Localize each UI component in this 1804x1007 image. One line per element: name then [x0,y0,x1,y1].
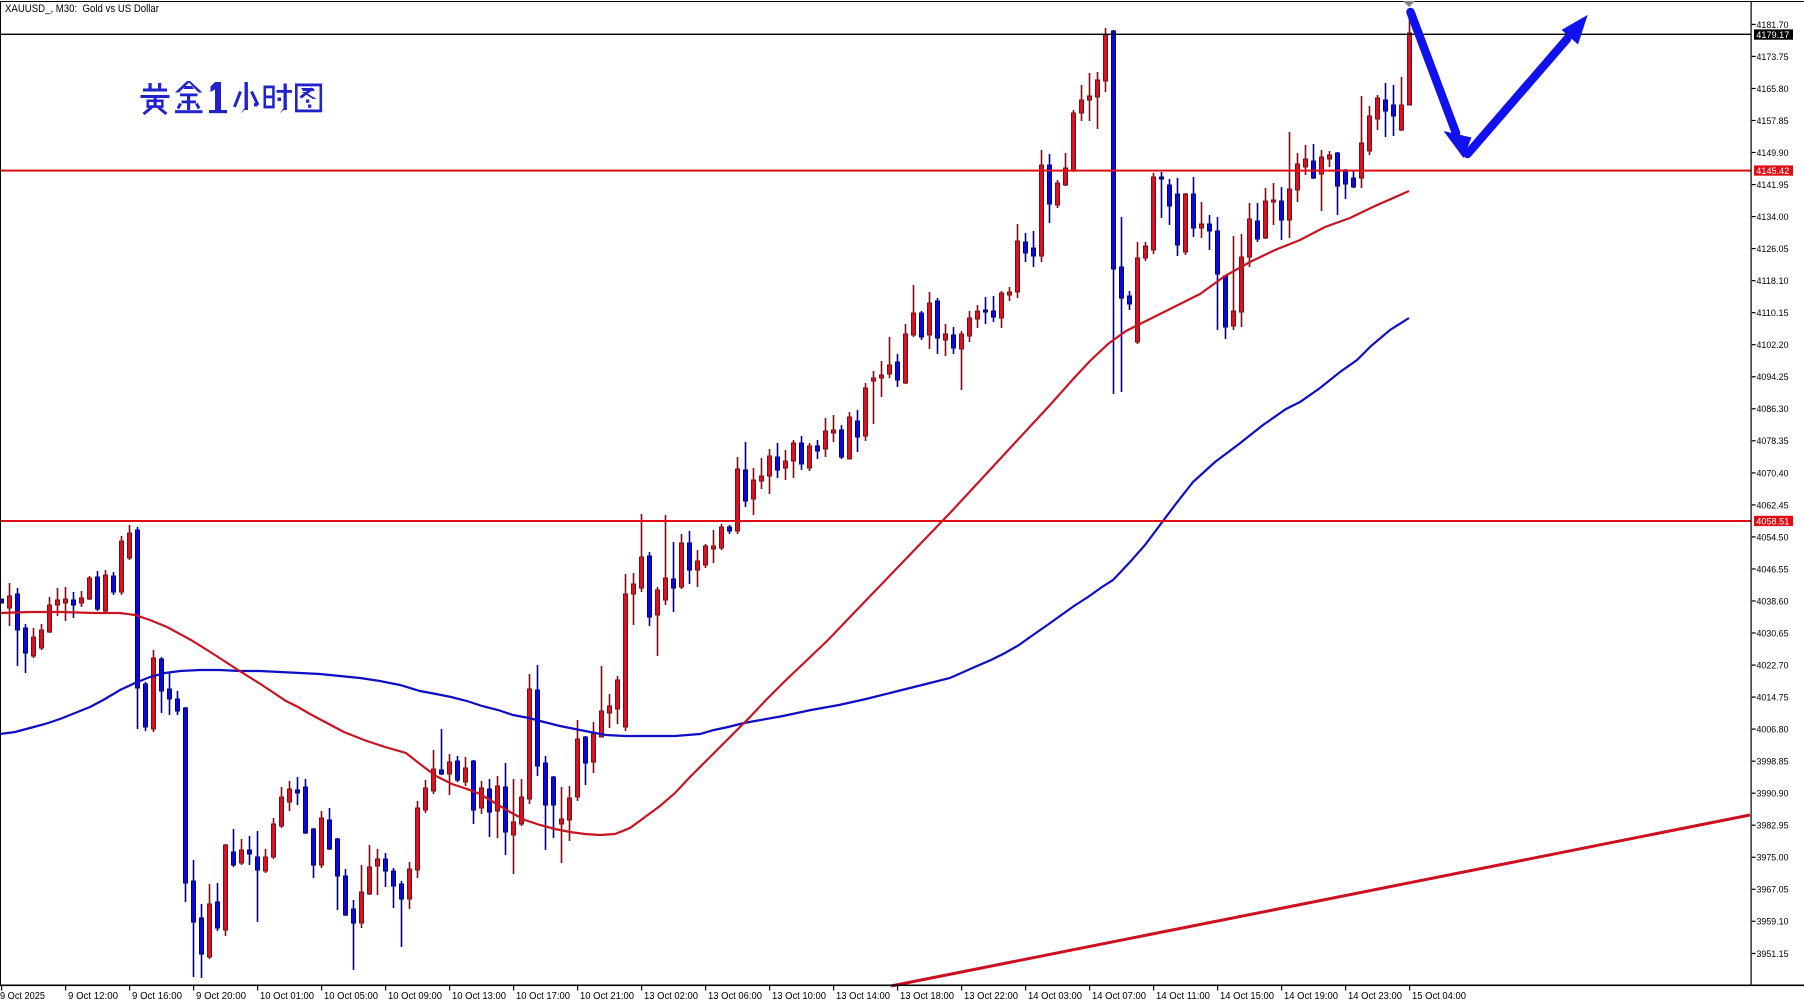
svg-text:15 Oct 04:00: 15 Oct 04:00 [1412,991,1466,1002]
svg-text:4165.80: 4165.80 [1757,84,1789,95]
svg-text:4054.50: 4054.50 [1757,532,1789,543]
svg-text:14 Oct 11:00: 14 Oct 11:00 [1156,991,1210,1002]
svg-text:4181.70: 4181.70 [1757,20,1789,31]
svg-text:13 Oct 22:00: 13 Oct 22:00 [964,991,1018,1002]
svg-text:4046.55: 4046.55 [1757,564,1789,575]
svg-text:4102.20: 4102.20 [1757,340,1789,351]
svg-text:10 Oct 21:00: 10 Oct 21:00 [580,991,634,1002]
svg-text:4149.90: 4149.90 [1757,148,1789,159]
svg-text:4086.30: 4086.30 [1757,404,1789,415]
svg-text:10 Oct 09:00: 10 Oct 09:00 [388,991,442,1002]
svg-text:10 Oct 13:00: 10 Oct 13:00 [452,991,506,1002]
svg-text:3959.10: 3959.10 [1757,917,1789,928]
svg-text:14 Oct 23:00: 14 Oct 23:00 [1348,991,1402,1002]
svg-text:3998.85: 3998.85 [1757,757,1789,768]
svg-text:14 Oct 03:00: 14 Oct 03:00 [1028,991,1082,1002]
svg-text:4157.85: 4157.85 [1757,116,1789,127]
svg-text:4006.80: 4006.80 [1757,725,1789,736]
svg-text:13 Oct 18:00: 13 Oct 18:00 [900,991,954,1002]
svg-text:3967.05: 3967.05 [1757,885,1789,896]
svg-text:13 Oct 06:00: 13 Oct 06:00 [708,991,762,1002]
svg-text:4126.05: 4126.05 [1757,244,1789,255]
svg-text:4145.42: 4145.42 [1756,166,1789,177]
svg-text:XAUUSD_, M30: Gold vs US Doll: XAUUSD_, M30: Gold vs US Dollar [5,3,159,15]
svg-text:4038.60: 4038.60 [1757,596,1789,607]
svg-text:13 Oct 02:00: 13 Oct 02:00 [644,991,698,1002]
svg-text:10 Oct 17:00: 10 Oct 17:00 [516,991,570,1002]
svg-text:4110.15: 4110.15 [1757,308,1789,319]
svg-text:9 Oct 20:00: 9 Oct 20:00 [196,991,246,1002]
svg-text:4058.51: 4058.51 [1756,516,1789,527]
svg-text:10 Oct 01:00: 10 Oct 01:00 [260,991,314,1002]
svg-text:3951.15: 3951.15 [1757,949,1789,960]
svg-text:13 Oct 10:00: 13 Oct 10:00 [772,991,826,1002]
svg-text:4078.35: 4078.35 [1757,436,1789,447]
svg-text:9 Oct 12:00: 9 Oct 12:00 [68,991,118,1002]
svg-text:4014.75: 4014.75 [1757,693,1789,704]
svg-text:10 Oct 05:00: 10 Oct 05:00 [324,991,378,1002]
svg-text:4022.70: 4022.70 [1757,661,1789,672]
svg-text:3990.90: 3990.90 [1757,789,1789,800]
svg-text:4134.00: 4134.00 [1757,212,1789,223]
svg-text:14 Oct 07:00: 14 Oct 07:00 [1092,991,1146,1002]
svg-text:3982.95: 3982.95 [1757,821,1789,832]
svg-text:9 Oct 2025: 9 Oct 2025 [0,991,45,1002]
svg-text:4030.65: 4030.65 [1757,628,1789,639]
svg-text:9 Oct 16:00: 9 Oct 16:00 [132,991,182,1002]
svg-text:14 Oct 19:00: 14 Oct 19:00 [1284,991,1338,1002]
svg-text:4173.75: 4173.75 [1757,52,1789,63]
svg-text:3975.00: 3975.00 [1757,853,1789,864]
svg-text:4070.40: 4070.40 [1757,468,1789,479]
svg-text:13 Oct 14:00: 13 Oct 14:00 [836,991,890,1002]
svg-text:4179.17: 4179.17 [1756,30,1789,41]
svg-text:14 Oct 15:00: 14 Oct 15:00 [1220,991,1274,1002]
svg-text:4094.25: 4094.25 [1757,372,1789,383]
svg-text:4062.45: 4062.45 [1757,500,1789,511]
svg-text:4118.10: 4118.10 [1757,276,1789,287]
svg-text:4141.95: 4141.95 [1757,180,1789,191]
